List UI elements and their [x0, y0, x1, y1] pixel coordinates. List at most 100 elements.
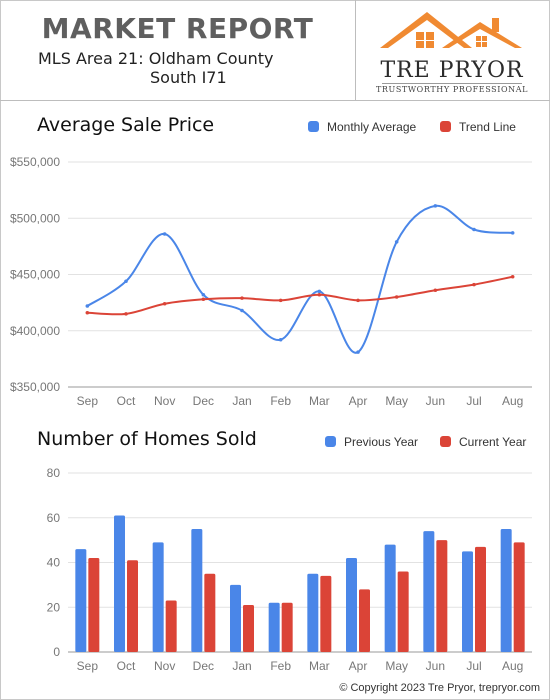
bar-previous-year: [191, 528, 203, 652]
data-point-trend-line: [85, 310, 90, 315]
bar-current-year: [475, 546, 486, 652]
legend-previous-year: Previous Year: [325, 435, 418, 449]
price-y-tick-label: $450,000: [10, 268, 60, 282]
legend-current-year: Current Year: [440, 435, 526, 449]
sold-x-tick-label: Oct: [117, 659, 136, 673]
logo-rule: [382, 83, 522, 84]
bar-current-year: [243, 605, 254, 652]
copyright-footer: © Copyright 2023 Tre Pryor, trepryor.com: [339, 682, 540, 694]
data-point-monthly-average: [278, 337, 283, 342]
bar-previous-year: [230, 584, 241, 652]
data-point-monthly-average: [162, 232, 167, 236]
data-point-trend-line: [472, 282, 476, 287]
report-title: MARKET REPORT: [41, 12, 314, 45]
series-line-trend-line: [87, 275, 513, 316]
bar-previous-year: [500, 528, 512, 652]
bar-previous-year: [268, 602, 280, 652]
homes-sold-chart: 0 20 40 60 80 Sep Oct Nov Dec Jan Feb Mar Apr May Jun J…: [47, 466, 532, 673]
bar-current-year: [88, 558, 100, 652]
sold-x-tick-label: May: [385, 659, 408, 673]
tre-pryor-logo: TRE PRYOR TRUSTWORTHY PROFESSIONAL: [372, 8, 532, 96]
data-point-monthly-average: [472, 227, 476, 232]
legend-label-monthly-average: Monthly Average: [327, 120, 417, 134]
data-point-trend-line: [162, 301, 167, 306]
bar-current-year: [320, 575, 332, 652]
legend-monthly-average: Monthly Average: [308, 120, 416, 134]
data-point-trend-line: [278, 298, 283, 303]
price-y-tick-label: $350,000: [10, 380, 60, 394]
price-x-tick-label: Jun: [426, 394, 445, 408]
bar-current-year: [127, 560, 138, 652]
legend-swatch-monthly-average: [308, 121, 319, 132]
logo-brand-name: TRE PRYOR: [380, 58, 524, 83]
bar-previous-year: [462, 551, 473, 652]
data-point-monthly-average: [124, 279, 128, 284]
price-y-tick-label: $500,000: [10, 211, 60, 225]
data-point-trend-line: [317, 292, 322, 297]
price-x-tick-label: Sep: [77, 394, 99, 408]
bar-previous-year: [152, 542, 164, 652]
sold-x-tick-label: Mar: [309, 659, 330, 673]
homes-sold-title: Number of Homes Sold: [37, 428, 257, 450]
bar-current-year: [436, 540, 448, 652]
data-point-monthly-average: [201, 292, 206, 297]
bar-previous-year: [346, 558, 357, 652]
data-point-monthly-average: [510, 231, 515, 235]
data-point-trend-line: [240, 296, 244, 300]
price-x-tick-label: Dec: [193, 394, 214, 408]
sold-x-tick-label: Jun: [426, 659, 445, 673]
bar-current-year: [513, 542, 525, 652]
legend-swatch-previous-year: [325, 436, 336, 447]
sold-x-tick-label: Dec: [193, 659, 214, 673]
bar-current-year: [165, 600, 177, 652]
price-x-tick-label: Apr: [349, 394, 368, 408]
sold-x-tick-label: Apr: [349, 659, 368, 673]
data-point-trend-line: [124, 312, 128, 316]
bar-current-year: [359, 589, 370, 652]
data-point-monthly-average: [356, 350, 360, 354]
report-header: MARKET REPORT MLS Area 21: Oldham County…: [0, 0, 550, 101]
data-point-trend-line: [356, 298, 360, 303]
price-x-tick-label: Aug: [502, 394, 523, 408]
legend-label-previous-year: Previous Year: [344, 435, 419, 449]
bar-previous-year: [114, 515, 125, 652]
legend-trend-line: Trend Line: [440, 120, 516, 134]
data-point-trend-line: [394, 295, 399, 299]
data-point-trend-line: [433, 288, 438, 293]
area-name-line-1: MLS Area 21: Oldham County: [38, 49, 274, 68]
data-point-trend-line: [201, 297, 206, 302]
price-x-tick-label: Jan: [232, 394, 251, 408]
bar-current-year: [397, 571, 409, 652]
header-divider: [355, 0, 356, 100]
legend-label-current-year: Current Year: [459, 435, 527, 449]
price-y-tick-label: $400,000: [10, 324, 60, 338]
bar-previous-year: [423, 531, 435, 652]
data-point-monthly-average: [433, 204, 438, 208]
bar-previous-year: [384, 544, 396, 652]
house-roof-icon: [380, 12, 522, 48]
sold-y-tick-label: 60: [47, 511, 61, 525]
sold-y-tick-label: 20: [47, 600, 61, 614]
price-x-tick-label: Oct: [117, 394, 136, 408]
sold-y-tick-label: 40: [47, 556, 61, 570]
logo-tagline: TRUSTWORTHY PROFESSIONAL: [375, 85, 529, 94]
data-point-monthly-average: [85, 304, 90, 308]
legend-swatch-trend-line: [440, 121, 451, 132]
sold-y-tick-label: 0: [53, 645, 60, 659]
legend-swatch-current-year: [440, 436, 451, 447]
sold-x-tick-label: Feb: [270, 659, 291, 673]
data-point-monthly-average: [240, 308, 244, 313]
price-x-tick-label: Feb: [270, 394, 291, 408]
area-name-line-2: South I71: [150, 68, 227, 87]
sold-y-tick-label: 80: [47, 466, 61, 480]
price-x-tick-label: Jul: [466, 394, 481, 408]
price-y-tick-label: $550,000: [10, 155, 60, 169]
bar-current-year: [281, 602, 293, 652]
sold-x-tick-label: Nov: [154, 659, 175, 673]
bar-previous-year: [307, 573, 319, 652]
sold-x-tick-label: Aug: [502, 659, 523, 673]
average-sale-price-title: Average Sale Price: [37, 114, 215, 136]
data-point-trend-line: [510, 274, 515, 279]
sold-x-tick-label: Jul: [466, 659, 481, 673]
price-x-tick-label: Mar: [309, 394, 330, 408]
